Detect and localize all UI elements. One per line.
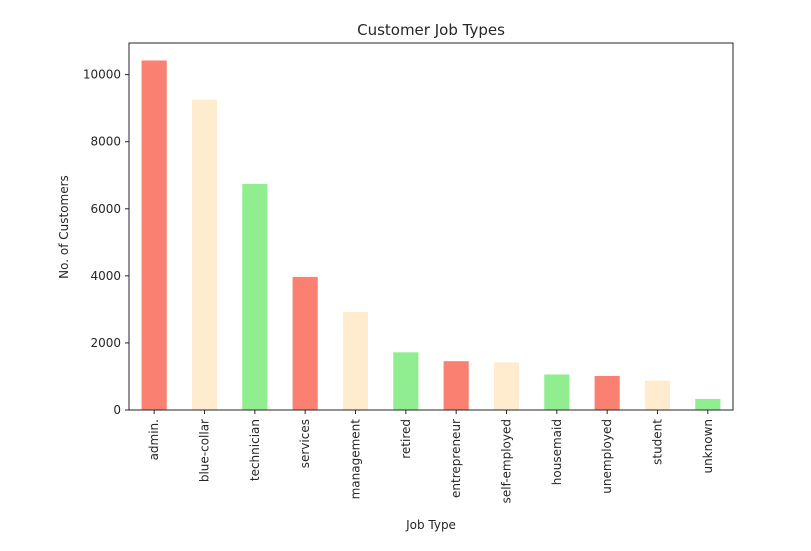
y-tick-label: 0	[113, 403, 121, 417]
bar-self-employed	[493, 362, 520, 410]
bar-admin	[141, 60, 167, 411]
bar-blue-collar	[191, 99, 218, 410]
y-tick-label: 4000	[90, 269, 121, 283]
x-tick-label: entrepreneur	[449, 419, 463, 498]
x-tick-label: management	[349, 419, 363, 500]
x-tick-label: retired	[399, 419, 413, 459]
y-tick-label: 2000	[90, 336, 121, 350]
x-axis-label: Job Type	[405, 518, 456, 532]
y-axis: 0 2000 4000 6000 8000 10000	[83, 68, 129, 417]
bar-housemaid	[544, 374, 570, 410]
plot-frame	[128, 42, 734, 411]
x-tick-label: housemaid	[550, 419, 564, 485]
bar-entrepreneur	[443, 361, 469, 410]
x-tick-label: admin.	[147, 419, 161, 460]
chart-title: Customer Job Types	[357, 21, 505, 39]
bar-retired	[393, 352, 419, 410]
x-tick-label: unemployed	[600, 419, 614, 494]
bar-services	[292, 276, 318, 410]
bars	[141, 60, 721, 411]
x-tick-label: technician	[248, 419, 262, 481]
x-tick-label: services	[298, 419, 312, 468]
bar-unemployed	[594, 375, 620, 410]
x-tick-label: blue-collar	[198, 419, 212, 482]
bar-technician	[242, 183, 268, 410]
y-axis-label: No. of Customers	[57, 175, 71, 279]
x-tick-label: student	[651, 419, 665, 465]
x-tick-label: unknown	[701, 419, 715, 474]
y-tick-label: 8000	[90, 135, 121, 149]
bar-unknown	[695, 398, 721, 410]
y-tick-label: 6000	[90, 202, 121, 216]
x-tick-label: self-employed	[500, 419, 514, 503]
bar-student	[644, 380, 671, 410]
x-axis: admin. blue-collar technician services manag…	[147, 410, 715, 503]
bar-management	[342, 311, 369, 410]
y-tick-label: 10000	[83, 68, 121, 82]
